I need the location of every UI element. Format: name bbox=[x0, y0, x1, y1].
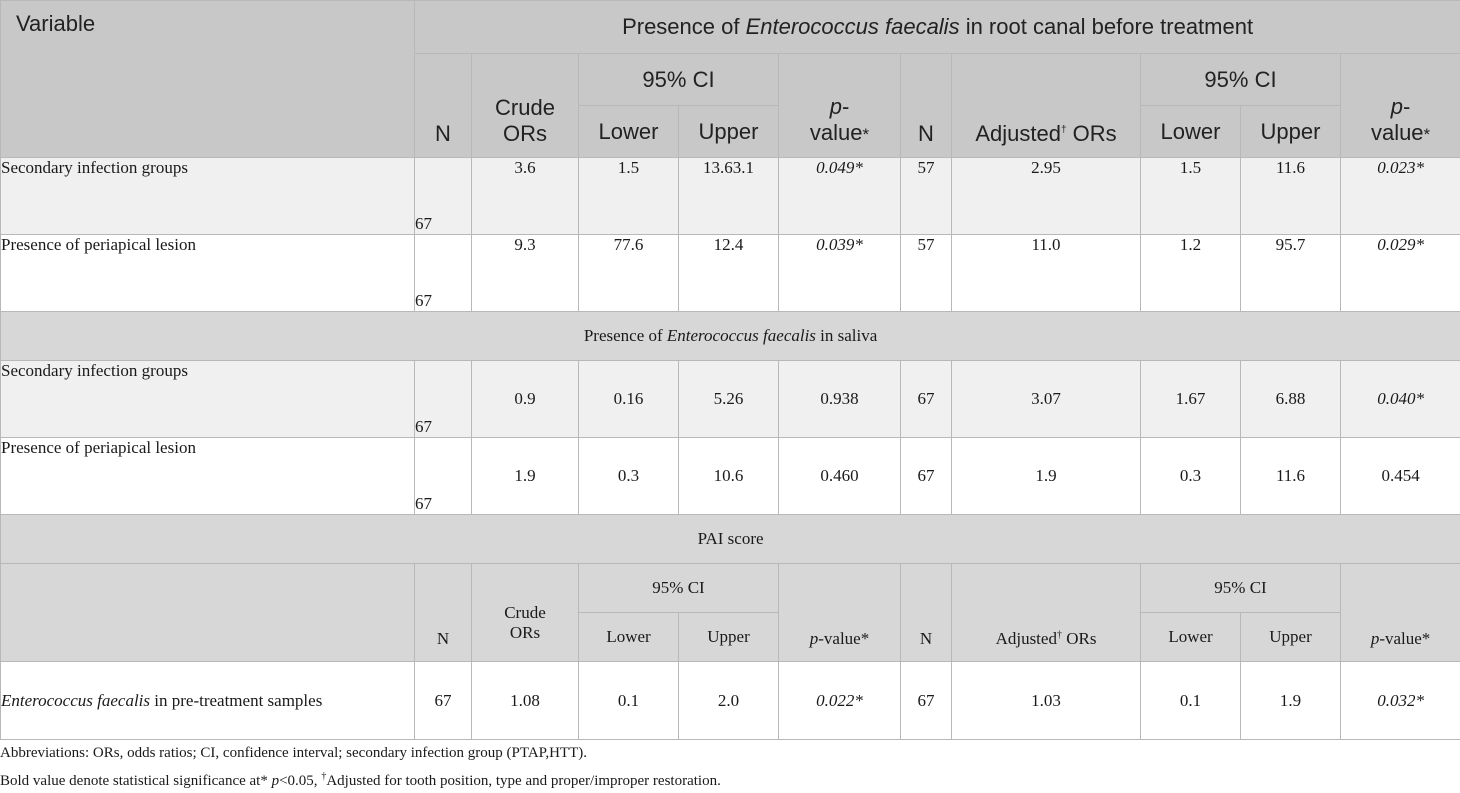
cell-lower: 0.16 bbox=[579, 361, 679, 438]
pai-lower-header: Lower bbox=[579, 613, 679, 662]
pai-lower2-header: Lower bbox=[1141, 613, 1241, 662]
cell-adjusted: 1.03 bbox=[952, 662, 1141, 740]
cell-upper: 2.0 bbox=[679, 662, 779, 740]
cell-lower: 0.1 bbox=[579, 662, 679, 740]
footnote-significance: Bold value denote statistical significan… bbox=[0, 765, 721, 793]
row-label: Presence of periapical lesion bbox=[1, 438, 415, 515]
cell-n: 67 bbox=[415, 662, 472, 740]
cell-n: 67 bbox=[415, 158, 472, 235]
cell-adjusted: 11.0 bbox=[952, 235, 1141, 312]
cell-lower: 77.6 bbox=[579, 235, 679, 312]
crude-ors-header: Crude ORs bbox=[472, 54, 579, 158]
cell-p2: 0.023* bbox=[1341, 158, 1460, 235]
upper2-header: Upper bbox=[1241, 106, 1341, 158]
cell-p: 0.022* bbox=[779, 662, 901, 740]
ci-header: 95% CI bbox=[579, 54, 779, 106]
pai-n-header: N bbox=[415, 564, 472, 662]
cell-lower2: 1.2 bbox=[1141, 235, 1241, 312]
row-label: Secondary infection groups bbox=[1, 361, 415, 438]
cell-upper2: 1.9 bbox=[1241, 662, 1341, 740]
variable-header: Variable bbox=[1, 1, 415, 158]
cell-lower: 1.5 bbox=[579, 158, 679, 235]
cell-adjusted: 3.07 bbox=[952, 361, 1141, 438]
cell-n: 67 bbox=[415, 438, 472, 515]
cell-p2: 0.032* bbox=[1341, 662, 1460, 740]
cell-lower: 0.3 bbox=[579, 438, 679, 515]
pai-adjusted-header: Adjusted† ORs bbox=[952, 564, 1141, 662]
cell-adjusted: 1.9 bbox=[952, 438, 1141, 515]
lower2-header: Lower bbox=[1141, 106, 1241, 158]
pai-upper2-header: Upper bbox=[1241, 613, 1341, 662]
ci2-header: 95% CI bbox=[1141, 54, 1341, 106]
cell-upper: 13.63.1 bbox=[679, 158, 779, 235]
table-row: Enterococcus faecalis in pre-treatment s… bbox=[1, 662, 1460, 740]
n2-header: N bbox=[901, 54, 952, 158]
cell-upper2: 11.6 bbox=[1241, 438, 1341, 515]
upper-header: Upper bbox=[679, 106, 779, 158]
cell-upper: 12.4 bbox=[679, 235, 779, 312]
header-row-1: Variable Presence of Enterococcus faecal… bbox=[1, 1, 1460, 54]
cell-p: 0.460 bbox=[779, 438, 901, 515]
cell-upper2: 95.7 bbox=[1241, 235, 1341, 312]
cell-p: 0.938 bbox=[779, 361, 901, 438]
cell-lower2: 1.5 bbox=[1141, 158, 1241, 235]
cell-p2: 0.454 bbox=[1341, 438, 1460, 515]
table-row: Presence of periapical lesion 67 1.9 0.3… bbox=[1, 438, 1460, 515]
cell-n: 67 bbox=[415, 235, 472, 312]
row-label: Presence of periapical lesion bbox=[1, 235, 415, 312]
pai-n2-header: N bbox=[901, 564, 952, 662]
cell-n2: 57 bbox=[901, 158, 952, 235]
cell-p: 0.049* bbox=[779, 158, 901, 235]
table-row: Presence of periapical lesion 67 9.3 77.… bbox=[1, 235, 1460, 312]
cell-crude: 9.3 bbox=[472, 235, 579, 312]
cell-n2: 67 bbox=[901, 438, 952, 515]
cell-lower2: 1.67 bbox=[1141, 361, 1241, 438]
n-header: N bbox=[415, 54, 472, 158]
pai-variable-header-empty bbox=[1, 564, 415, 662]
cell-crude: 3.6 bbox=[472, 158, 579, 235]
section-saliva-title: Presence of Enterococcus faecalis in sal… bbox=[1, 312, 1460, 361]
row-label: Enterococcus faecalis in pre-treatment s… bbox=[1, 662, 415, 740]
pai-p2-header: p-value* bbox=[1341, 564, 1460, 662]
pai-ci-header: 95% CI bbox=[579, 564, 779, 613]
cell-upper2: 11.6 bbox=[1241, 158, 1341, 235]
lower-header: Lower bbox=[579, 106, 679, 158]
table-row: Secondary infection groups 67 3.6 1.5 13… bbox=[1, 158, 1460, 235]
section-pai-title: PAI score bbox=[1, 515, 1460, 564]
cell-lower2: 0.1 bbox=[1141, 662, 1241, 740]
cell-n2: 67 bbox=[901, 361, 952, 438]
table-footnotes: Abbreviations: ORs, odds ratios; CI, con… bbox=[0, 741, 721, 793]
pai-ci2-header: 95% CI bbox=[1141, 564, 1341, 613]
cell-p: 0.039* bbox=[779, 235, 901, 312]
adjusted-ors-header: Adjusted† ORs bbox=[952, 54, 1141, 158]
table-title: Presence of Enterococcus faecalis in roo… bbox=[415, 1, 1460, 54]
cell-crude: 1.9 bbox=[472, 438, 579, 515]
p-value-header: p-value* bbox=[779, 54, 901, 158]
cell-n2: 57 bbox=[901, 235, 952, 312]
row-label: Secondary infection groups bbox=[1, 158, 415, 235]
pai-upper-header: Upper bbox=[679, 613, 779, 662]
cell-upper2: 6.88 bbox=[1241, 361, 1341, 438]
pai-p-header: p-value* bbox=[779, 564, 901, 662]
footnote-abbreviations: Abbreviations: ORs, odds ratios; CI, con… bbox=[0, 741, 721, 765]
cell-n2: 67 bbox=[901, 662, 952, 740]
table-row: Secondary infection groups 67 0.9 0.16 5… bbox=[1, 361, 1460, 438]
cell-crude: 1.08 bbox=[472, 662, 579, 740]
cell-p2: 0.040* bbox=[1341, 361, 1460, 438]
section-saliva-row: Presence of Enterococcus faecalis in sal… bbox=[1, 312, 1460, 361]
cell-adjusted: 2.95 bbox=[952, 158, 1141, 235]
cell-upper: 5.26 bbox=[679, 361, 779, 438]
p-value2-header: p-value* bbox=[1341, 54, 1460, 158]
cell-upper: 10.6 bbox=[679, 438, 779, 515]
cell-n: 67 bbox=[415, 361, 472, 438]
results-table: Variable Presence of Enterococcus faecal… bbox=[0, 0, 1460, 740]
cell-p2: 0.029* bbox=[1341, 235, 1460, 312]
section-pai-row: PAI score bbox=[1, 515, 1460, 564]
cell-lower2: 0.3 bbox=[1141, 438, 1241, 515]
cell-crude: 0.9 bbox=[472, 361, 579, 438]
